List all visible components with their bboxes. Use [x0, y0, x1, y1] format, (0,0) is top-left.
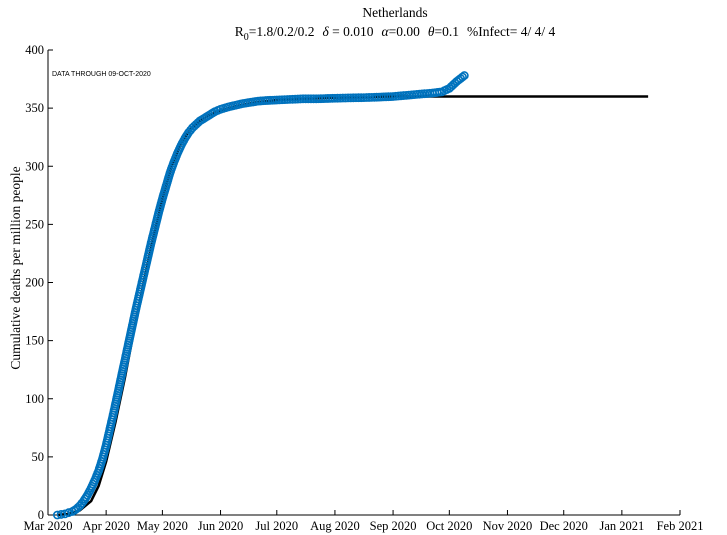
r0-value: =1.8/0.2/0.2 [249, 24, 315, 39]
data-through-annotation: DATA THROUGH 09-OCT-2020 [52, 71, 151, 78]
y-tick-label: 350 [25, 101, 44, 115]
chart-title: Netherlands [362, 5, 427, 20]
data-point [60, 509, 70, 519]
y-tick-label: 0 [38, 508, 44, 522]
theta-symbol: θ [428, 24, 435, 39]
delta-symbol: δ [323, 24, 330, 39]
model-series [57, 95, 649, 517]
chart-subtitle: R0=1.8/0.2/0.2 δ = 0.010 α=0.00 θ=0.1 %Infec… [235, 24, 556, 43]
x-ticks: Mar 2020 Apr 2020 May 2020 Jun 2020 Jul 2020… [24, 510, 704, 533]
y-tick-label: 50 [32, 450, 45, 464]
data-series [52, 71, 469, 520]
x-tick-label: Sep 2020 [370, 519, 417, 533]
y-tick-label: 100 [25, 392, 44, 406]
r0-subscript: 0 [244, 32, 249, 43]
x-tick-label: Jan 2021 [599, 519, 644, 533]
y-axis-label: Cumulative deaths per million people [8, 166, 23, 369]
x-tick-label: Feb 2021 [657, 519, 704, 533]
x-tick-label: Dec 2020 [540, 519, 588, 533]
y-tick-label: 150 [25, 334, 44, 348]
x-tick-label: Apr 2020 [82, 519, 130, 533]
y-tick-label: 300 [25, 159, 44, 173]
x-tick-label: Nov 2020 [483, 519, 533, 533]
theta-value: =0.1 [435, 24, 460, 39]
x-tick-label: Mar 2020 [24, 519, 73, 533]
x-tick-label: Aug 2020 [310, 519, 360, 533]
r0-symbol: R [235, 24, 244, 39]
alpha-value: =0.00 [389, 24, 420, 39]
x-tick-label: Oct 2020 [426, 519, 472, 533]
x-tick-label: Jul 2020 [255, 519, 298, 533]
infect-value: %Infect= 4/ 4/ 4 [467, 24, 555, 39]
alpha-symbol: α [382, 24, 390, 39]
x-tick-label: May 2020 [137, 519, 188, 533]
y-tick-label: 200 [25, 276, 44, 290]
model-line [57, 95, 649, 517]
data-point-trail [458, 72, 467, 82]
y-tick-label: 400 [25, 43, 44, 57]
data-point [459, 71, 469, 80]
x-tick-label: Jun 2020 [198, 519, 244, 533]
delta-value: = 0.010 [329, 24, 374, 39]
y-tick-label: 250 [25, 217, 44, 231]
y-ticks: 0 50 100 150 200 250 300 350 400 [25, 43, 53, 522]
